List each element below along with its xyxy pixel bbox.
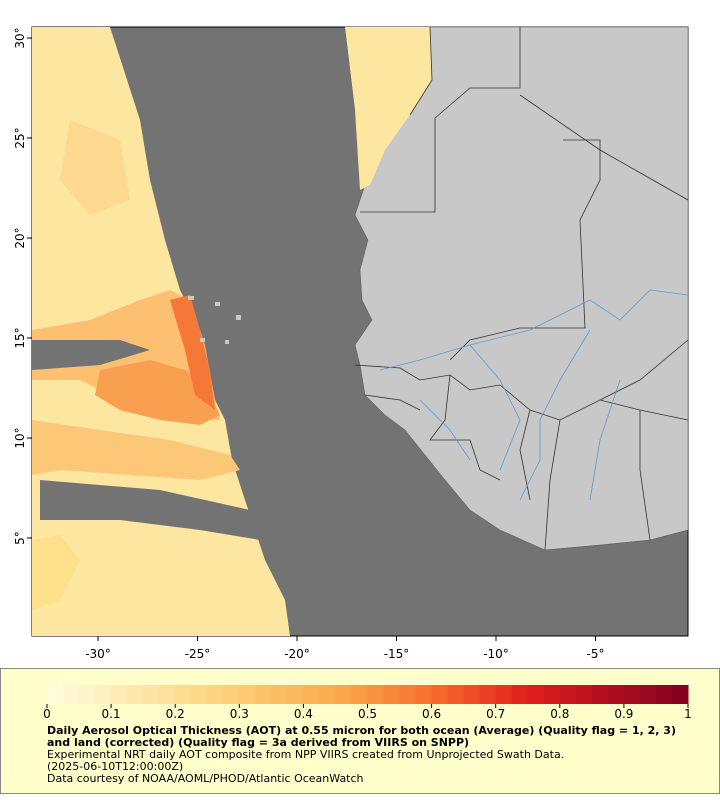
colorbar-step — [143, 685, 160, 704]
colorbar-step — [79, 685, 96, 704]
colorbar-tick-label: 0.7 — [486, 707, 505, 720]
colorbar-step — [367, 685, 385, 704]
colorbar-step — [303, 685, 320, 704]
colorbar-step — [255, 685, 272, 704]
colorbar-step — [159, 685, 176, 704]
lat-tick-label: 20° — [13, 227, 27, 248]
colorbar-step — [191, 685, 208, 704]
colorbar-step — [559, 685, 577, 704]
colorbar-tick-label: 1 — [684, 707, 692, 720]
lon-tick-label: -25° — [185, 647, 211, 661]
colorbar-step — [335, 685, 352, 704]
caption-line: Experimental NRT daily AOT composite fro… — [47, 748, 565, 761]
aerosol-land — [345, 27, 432, 190]
lon-tick-label: -30° — [85, 647, 111, 661]
caption: Daily Aerosol Optical Thickness (AOT) at… — [47, 725, 677, 785]
caption-title: Daily Aerosol Optical Thickness (AOT) at… — [47, 724, 676, 749]
rivers — [379, 289, 689, 501]
colorbar-step — [511, 685, 529, 704]
lat-tick-label: 5° — [13, 531, 27, 545]
colorbar-step — [271, 685, 288, 704]
colorbar-step — [111, 685, 128, 704]
colorbar-step — [639, 685, 657, 704]
caption-line: Data courtesy of NOAA/AOML/PHOD/Atlantic… — [47, 772, 364, 785]
colorbar-step — [575, 685, 593, 704]
aerosol-ocean — [32, 27, 290, 636]
colorbar-step — [415, 685, 433, 704]
colorbar-tick-label: 0.8 — [550, 707, 569, 720]
colorbar-step — [239, 685, 256, 704]
lon-tick-label: -5° — [587, 647, 605, 661]
colorbar-step — [95, 685, 112, 704]
lat-tick-label: 30° — [13, 27, 27, 48]
lon-tick-label: -10° — [483, 647, 509, 661]
colorbar-step — [223, 685, 240, 704]
colorbar-step — [47, 685, 64, 704]
colorbar-step — [671, 685, 689, 704]
colorbar-step — [175, 685, 192, 704]
colorbar-tick-label: 0 — [43, 707, 51, 720]
colorbar-step — [431, 685, 449, 704]
colorbar-step — [447, 685, 465, 704]
colorbar-step — [607, 685, 625, 704]
colorbar-step — [351, 685, 368, 704]
colorbar-tick-label: 0.4 — [294, 707, 313, 720]
colorbar-step — [127, 685, 144, 704]
caption-line: (2025-06-10T12:00:00Z) — [47, 760, 184, 773]
lon-tick-label: -20° — [284, 647, 310, 661]
colorbar-step — [495, 685, 513, 704]
lon-tick-label: -15° — [384, 647, 410, 661]
colorbar-tick-label: 0.1 — [102, 707, 121, 720]
map: -30° -25° -20° -15° -10° -5° 5° 10° 15° 20° 25° 30°… — [13, 26, 692, 720]
colorbar-step — [383, 685, 401, 704]
lat-tick-label: 25° — [13, 127, 27, 148]
islands — [188, 296, 241, 344]
colorbar-tick-label: 0.3 — [230, 707, 249, 720]
colorbar-step — [287, 685, 304, 704]
colorbar-step — [319, 685, 336, 704]
colorbar-step — [591, 685, 609, 704]
colorbar-tick-label: 0.6 — [422, 707, 441, 720]
colorbar-step — [399, 685, 417, 704]
lat-tick-label: 15° — [13, 327, 27, 348]
colorbar-tick-label: 0.2 — [166, 707, 185, 720]
colorbar-step — [655, 685, 673, 704]
colorbar-step — [207, 685, 224, 704]
land — [344, 26, 689, 551]
colorbar-step — [463, 685, 481, 704]
colorbar-step — [479, 685, 497, 704]
lat-tick-label: 10° — [13, 427, 27, 448]
colorbar-step — [543, 685, 561, 704]
borders — [354, 26, 689, 551]
colorbar-tick-label: 0.5 — [358, 707, 377, 720]
colorbar-step — [623, 685, 641, 704]
colorbar-tick-label: 0.9 — [614, 707, 633, 720]
colorbar-step — [63, 685, 80, 704]
colorbar-step — [527, 685, 545, 704]
